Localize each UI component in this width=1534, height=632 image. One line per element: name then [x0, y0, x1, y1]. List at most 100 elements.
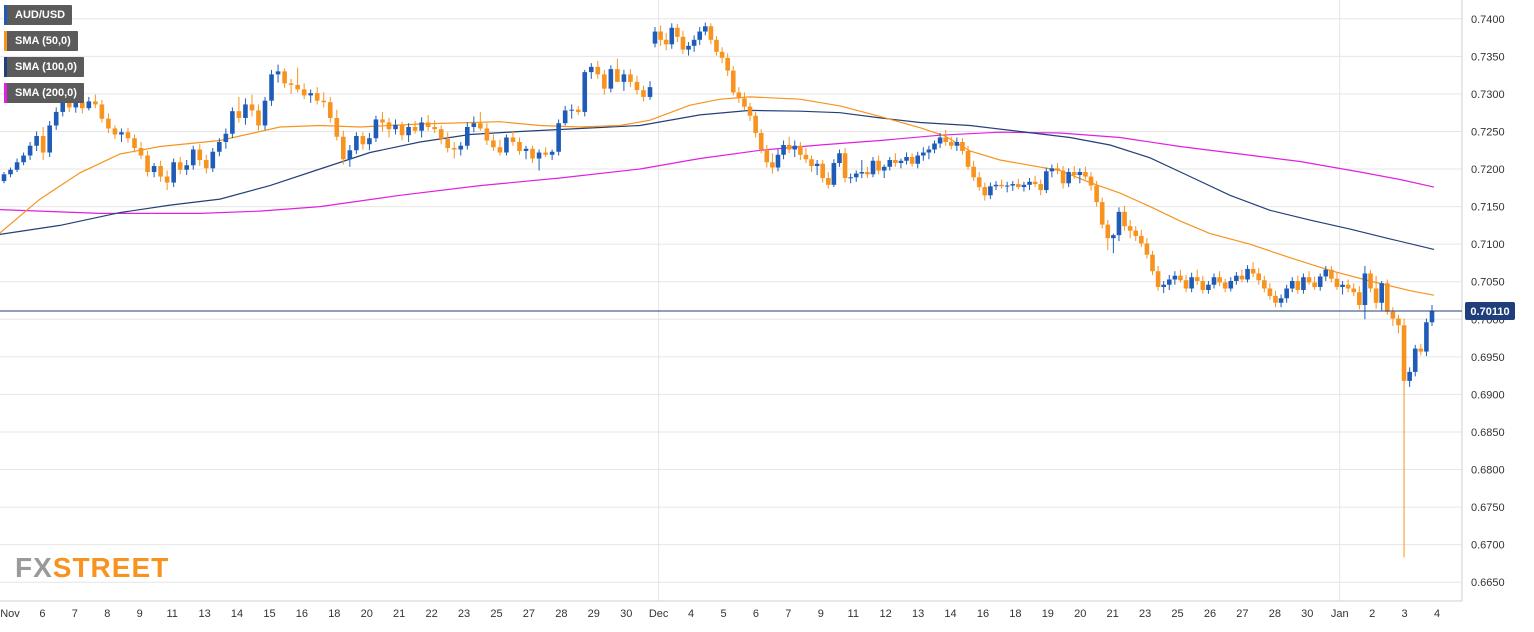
- candle-body: [151, 166, 157, 173]
- legend-swatch: [4, 83, 7, 103]
- candle-body: [190, 149, 196, 166]
- candle-body: [419, 122, 424, 131]
- legend-swatch: [4, 5, 7, 25]
- candle-body: [647, 87, 653, 97]
- candle-body: [1, 174, 7, 182]
- legend-item-sma100[interactable]: SMA (100,0): [4, 57, 84, 77]
- candle-body: [334, 117, 340, 137]
- candle-body: [217, 141, 222, 152]
- candle-body: [484, 128, 490, 141]
- candle-body: [8, 169, 13, 175]
- candle-body: [1077, 172, 1083, 176]
- legend-item-sma200[interactable]: SMA (200,0): [4, 83, 84, 103]
- candle-body: [675, 27, 680, 37]
- candle-body: [1211, 277, 1217, 285]
- candle-body: [53, 111, 59, 126]
- candle-body: [915, 155, 921, 164]
- candle-body: [86, 101, 92, 109]
- candle-body: [1373, 288, 1379, 303]
- gridlines: [0, 0, 1462, 601]
- candle-body: [1194, 277, 1200, 281]
- candle-body: [171, 162, 176, 183]
- candle-body: [295, 84, 300, 90]
- candle-body: [1021, 184, 1027, 188]
- y-tick-label: 0.6800: [1471, 465, 1505, 477]
- x-tick-label: 8: [104, 608, 110, 620]
- legend-item-audusd[interactable]: AUD/USD: [4, 5, 73, 25]
- candle-body: [831, 163, 837, 185]
- candle-body: [898, 160, 904, 164]
- candle-body: [21, 155, 26, 163]
- candle-body: [993, 184, 999, 187]
- candle-body: [236, 111, 242, 118]
- candle-body: [1010, 184, 1016, 186]
- candle-body: [1027, 181, 1032, 185]
- candle-body: [954, 141, 960, 146]
- candle-body: [582, 72, 588, 112]
- candle-body: [308, 93, 313, 96]
- candle-body: [112, 128, 118, 135]
- y-tick-label: 0.6850: [1471, 427, 1505, 439]
- x-tick-label: 16: [977, 608, 989, 620]
- candle-body: [1217, 277, 1222, 283]
- candle-body: [1273, 295, 1278, 303]
- candle-body: [842, 153, 848, 179]
- candle-body: [1362, 273, 1368, 306]
- candle-body: [881, 166, 887, 171]
- candle-body: [697, 31, 703, 40]
- candle-body: [865, 172, 870, 175]
- candle-body: [158, 166, 163, 177]
- legend-label: SMA (50,0): [15, 35, 71, 47]
- x-tick-label: 30: [620, 608, 632, 620]
- candle-body: [1150, 254, 1155, 272]
- candle-body: [47, 125, 52, 153]
- x-tick-label: 20: [361, 608, 373, 620]
- candle-body: [1155, 271, 1161, 287]
- candle-body: [1111, 235, 1116, 239]
- candle-body: [1055, 168, 1060, 171]
- x-tick-label: 14: [944, 608, 956, 620]
- current-price-badge: [1465, 302, 1515, 321]
- candle-body: [223, 133, 229, 142]
- x-tick-label: 18: [328, 608, 340, 620]
- candle-body: [853, 173, 859, 178]
- candle-body: [478, 123, 483, 129]
- logo-fx: FX: [15, 552, 53, 583]
- candle-body: [887, 160, 893, 167]
- candle-body: [1312, 282, 1317, 287]
- candle-body: [1368, 273, 1373, 289]
- candle-body: [770, 162, 775, 168]
- y-tick-label: 0.7300: [1471, 89, 1505, 101]
- candle-body: [1189, 277, 1194, 289]
- candle-body: [814, 163, 820, 167]
- legend-item-sma50[interactable]: SMA (50,0): [4, 31, 78, 51]
- candle-body: [669, 27, 675, 45]
- legend: AUD/USD SMA (50,0) SMA (100,0) SMA (200,…: [4, 5, 84, 109]
- x-tick-label: 7: [72, 608, 78, 620]
- candle-body: [1384, 283, 1390, 312]
- x-tick-label: 6: [39, 608, 45, 620]
- fxstreet-logo: FXSTREET: [15, 552, 169, 584]
- candle-body: [680, 36, 686, 50]
- candle-body: [1390, 311, 1396, 319]
- candle-body: [1267, 288, 1273, 296]
- candle-body: [982, 187, 988, 196]
- x-tick-label: 14: [231, 608, 243, 620]
- candle-body: [1412, 348, 1418, 372]
- candle-body: [445, 138, 451, 148]
- candle-body: [1256, 273, 1262, 281]
- candle-body: [1407, 371, 1412, 381]
- candle-body: [634, 81, 640, 91]
- candle-body: [1139, 235, 1144, 244]
- candle-body: [848, 177, 853, 179]
- candle-body: [1418, 348, 1424, 352]
- candle-body: [686, 45, 691, 50]
- y-tick-label: 0.7400: [1471, 14, 1505, 26]
- candle-body: [803, 154, 809, 160]
- candle-body: [988, 186, 993, 196]
- x-tick-label: 2: [1369, 608, 1375, 620]
- candle-body: [106, 118, 111, 129]
- x-tick-label: 4: [688, 608, 694, 620]
